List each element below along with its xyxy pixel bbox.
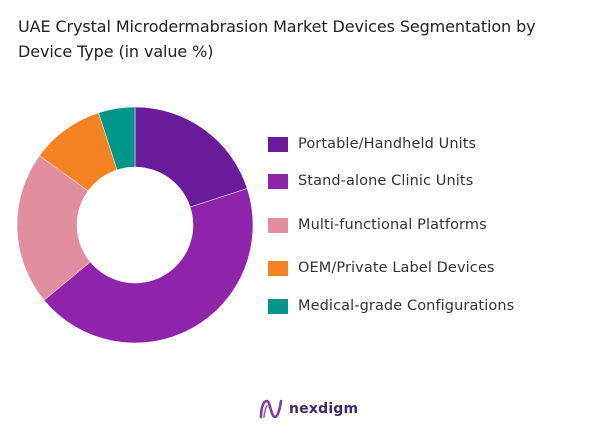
legend-item: Multi-functional Platforms [268,215,487,235]
legend-swatch [268,260,288,276]
legend-label: Portable/Handheld Units [298,136,477,152]
donut-slice-medical-grade-configurations [98,106,136,171]
chart-title: UAE Crystal Microdermabrasion Market Dev… [18,17,536,61]
brand-footer: nexdigm [258,396,358,422]
donut-slices [16,106,254,344]
donut-slice-multi-functional-platforms [16,155,91,301]
legend-label: Stand-alone Clinic Units [298,173,474,189]
legend-label: Medical-grade Configurations [298,298,515,314]
donut-slice-stand-alone-clinic-units [43,188,254,344]
legend-item: Portable/Handheld Units [268,134,476,154]
legend-label: Multi-functional Platforms [298,217,487,233]
legend-swatch [268,136,288,152]
nexdigm-logo-icon [259,399,283,419]
legend-swatch [268,298,288,314]
legend-item: OEM/Private Label Devices [268,258,495,278]
legend-swatch [268,217,288,233]
brand-name: nexdigm [289,401,359,417]
donut-slice-portable-handheld-units [134,106,248,208]
legend-swatch [268,173,288,189]
legend-item: Medical-grade Configurations [268,296,514,316]
legend-label: OEM/Private Label Devices [298,260,495,276]
legend-item: Stand-alone Clinic Units [268,171,473,191]
